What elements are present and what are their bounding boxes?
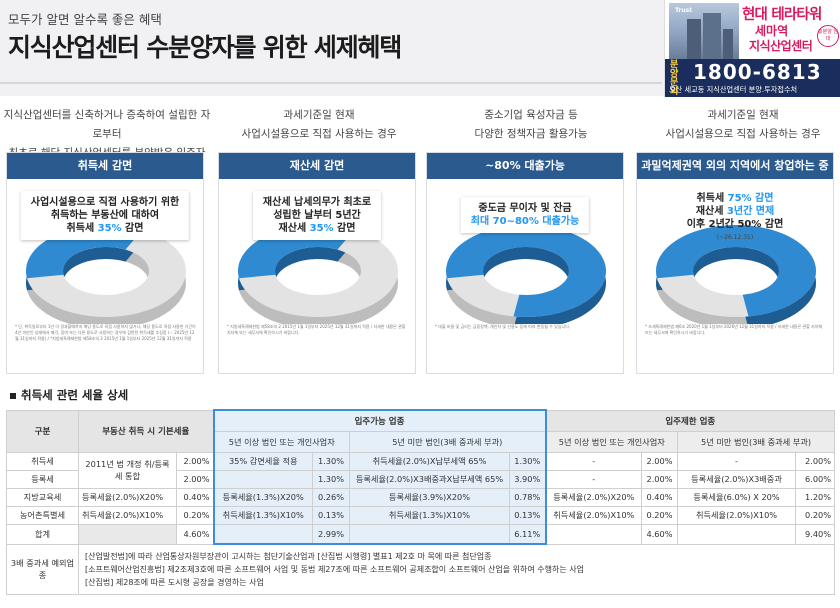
- benefit-card-loan: ~80% 대출가능 중도금 무이자 및 잔금 최대 70~80% 대출가능 * …: [426, 152, 624, 374]
- card-header: 과밀억제권역 외의 지역에서 창업하는 중소기업: [637, 153, 833, 198]
- card-footnote: * 단, 취득일로부터 1년 이 경과할때까지 해당 용도로 직접 사용하지 않…: [15, 324, 196, 341]
- ad-contact-bar: 분양 문의 1800-6813 오산 세교동 지식산업센터 분양.투자접수처: [665, 59, 840, 97]
- header-gubun: 구분: [6, 409, 79, 453]
- header-restricted-industries: 입주제한 업종: [545, 409, 836, 432]
- header-kicker: 모두가 알면 알수록 좋은 혜택: [8, 12, 162, 27]
- tax-rate-table: 구분 부동산 취득 시 기본세율 입주가능 업종 입주제한 업종 5년 이상 법…: [6, 409, 836, 595]
- ad-address: 오산 세교동 지식산업센터 분양.투자접수처: [669, 85, 798, 94]
- table-row: 취득세 2011년 법 개정 취/등록세 통합 2.00% 35% 감면세율 적…: [6, 451, 836, 489]
- ad-ask-label: 분양 문의: [670, 60, 679, 97]
- donut-chart: [656, 225, 816, 324]
- ad-stamp: 총분양 임대: [817, 25, 839, 47]
- header-basic-rate: 부동산 취득 시 기본세율: [78, 409, 214, 453]
- donut-highlight-segment: [446, 225, 606, 317]
- ad-phone-number[interactable]: 1800-6813: [693, 60, 822, 84]
- card-callout: 사업시설용으로 직접 사용하기 위한 취득하는 부동산에 대하여 취득세 35%…: [20, 191, 190, 240]
- page-title: 지식산업센터 수분양자를 위한 세제혜택: [8, 33, 402, 62]
- subheader-5yr-minus: 5년 미만 법인(3배 중과세 부과): [348, 430, 547, 453]
- card-footnote: * 지방세특례제한법 제58조의 2 2015년 1월 1일부터 2025년 1…: [227, 324, 406, 335]
- column-description-2: 과세기준일 현재 사업시설용으로 직접 사용하는 경우: [241, 109, 397, 140]
- benefit-card-acquisition-tax: 취득세 감면 사업시설용으로 직접 사용하기 위한 취득하는 부동산에 대하여 …: [6, 152, 204, 374]
- card-footnote: * 조세특례제한법 제6조 2020년 1월 1일부터 2026년 12월 31…: [645, 324, 823, 335]
- table-row: 지방교육세 등록세율(2.0%)X20% 0.40% 등록세율(1.3%)X20…: [6, 487, 836, 507]
- table-subheader-row: 5년 이상 법인 또는 개인사업자 5년 미만 법인(3배 중과세 부과) 5년…: [7, 430, 836, 453]
- subheader-restricted-5yr-minus: 5년 미만 법인(3배 중과세 부과): [677, 430, 836, 453]
- section-title: 취득세 관련 세율 상세: [10, 387, 128, 403]
- subheader-5yr-plus: 5년 이상 법인 또는 개인사업자: [212, 430, 350, 453]
- table-row: 농어촌특별세 취득세율(2.0%)X10% 0.20% 취득세율(1.3%)X1…: [6, 505, 836, 525]
- benefit-card-startup: 과밀억제권역 외의 지역에서 창업하는 중소기업 취득세 75% 감면 재산세 …: [636, 152, 834, 374]
- bullet-square-icon: [10, 392, 16, 399]
- subheader-restricted-5yr-plus: 5년 이상 법인 또는 개인사업자: [545, 430, 679, 453]
- donut-highlight-segment: [656, 225, 816, 317]
- card-header: ~80% 대출가능: [427, 153, 623, 179]
- column-description-4: 과세기준일 현재 사업시설용으로 직접 사용하는 경우: [665, 109, 821, 140]
- table-header-row: 구분 부동산 취득 시 기본세율 입주가능 업종 입주제한 업종: [6, 409, 836, 453]
- card-header: 취득세 감면: [7, 153, 203, 179]
- donut-chart: [446, 225, 606, 324]
- card-callout: 취득세 75% 감면 재산세 3년간 면제 이후 2년간 50% 감면 (~26…: [686, 193, 784, 241]
- card-header: 재산세 감면: [219, 153, 415, 179]
- ad-title: 현대 테라타워: [742, 7, 822, 23]
- exception-industry-notes: [산업발전법]에 따라 산업통상자원부장관이 고시하는 첨단기술산업과 [산집법…: [77, 543, 836, 595]
- column-description-3: 중소기업 육성자금 등 다양한 정책자금 활용가능: [474, 109, 588, 140]
- header-available-industries: 입주가능 업종: [212, 409, 547, 432]
- card-callout: 중도금 무이자 및 잔금 최대 70~80% 대출가능: [460, 197, 590, 233]
- ad-subtitle-2: 지식산업센터: [749, 39, 813, 53]
- table-total-row: 합계 4.60% 2.99% 6.11% 4.60% 9.40%: [6, 523, 836, 545]
- table-notes-row: 3배 중과세 예외업종 [산업발전법]에 따라 산업통상자원부장관이 고시하는 …: [6, 543, 836, 595]
- building-photo: Trust: [669, 3, 739, 59]
- table-row: 등록세 2.00% 1.30% 등록세율(2.0%)X3배중과X납부세액 65%…: [6, 469, 836, 489]
- card-callout: 재산세 납세의무가 최초로 성립한 날부터 5년간 재산세 35% 감면: [252, 191, 382, 240]
- ad-banner[interactable]: Trust 현대 테라타워 세마역 지식산업센터 총분양 임대 분양 문의 18…: [664, 0, 840, 97]
- merged-basic-note: 2011년 법 개정 취/등록세 통합: [78, 451, 177, 489]
- header-divider: [0, 82, 662, 84]
- benefit-card-property-tax: 재산세 감면 재산세 납세의무가 최초로 성립한 날부터 5년간 재산세 35%…: [218, 152, 416, 374]
- card-footnote: * 대출 비율 및 금리는 금융정책, 개인차 및 신용도 등에 따라 변동될 …: [435, 324, 571, 329]
- ad-subtitle: 세마역: [755, 24, 789, 38]
- brand-logo: Trust: [675, 7, 693, 14]
